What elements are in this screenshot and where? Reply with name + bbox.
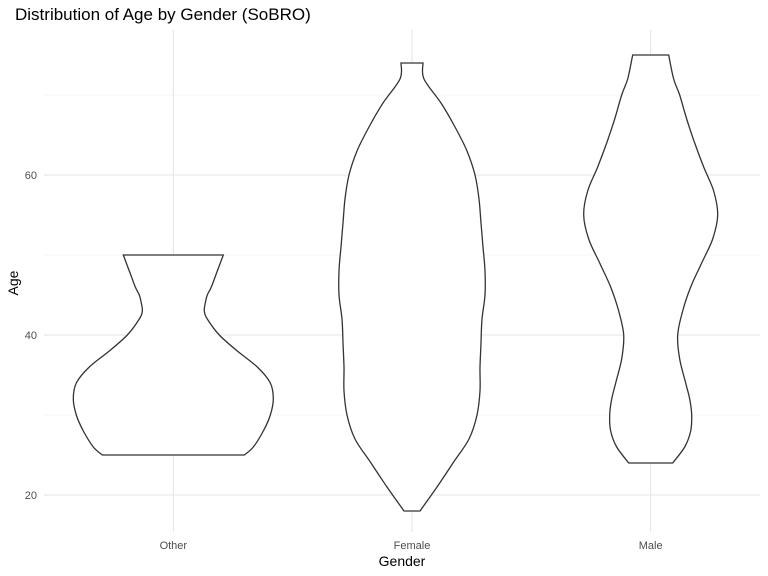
x-tick-labels: Other Female Male (160, 540, 663, 552)
violin-female (338, 62, 486, 512)
violins (72, 54, 719, 512)
chart-title: Distribution of Age by Gender (SoBRO) (15, 5, 311, 24)
y-axis-title: Age (5, 270, 21, 295)
y-tick-labels: 20 40 60 (25, 170, 37, 502)
x-axis-title: Gender (379, 553, 426, 569)
x-tick-label: Other (160, 540, 188, 552)
x-tick-label: Male (639, 540, 663, 552)
violin-male (583, 54, 719, 464)
y-tick-label: 40 (25, 330, 37, 342)
x-tick-label: Female (394, 540, 431, 552)
y-tick-label: 60 (25, 170, 37, 182)
violin-other (72, 254, 274, 456)
y-tick-label: 20 (25, 490, 37, 502)
